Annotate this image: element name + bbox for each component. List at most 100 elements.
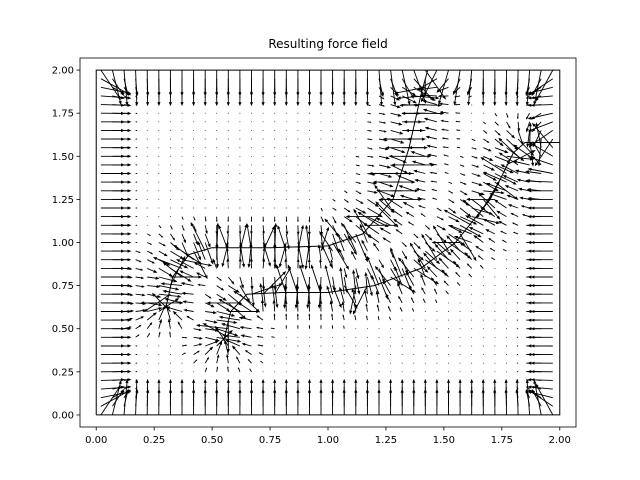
field-arrowhead — [527, 370, 532, 374]
field-arrowhead — [435, 96, 440, 100]
field-arrowhead — [136, 121, 138, 123]
field-arrow — [413, 161, 426, 166]
field-arrow — [459, 224, 481, 237]
field-arrowhead — [351, 250, 354, 255]
field-arrowhead — [377, 315, 380, 318]
y-tick-label: 1.00 — [52, 238, 74, 249]
field-arrowhead — [121, 128, 125, 133]
field-arrow — [325, 266, 334, 295]
field-arrow — [367, 199, 378, 207]
field-arrowhead — [476, 165, 480, 168]
field-arrow — [352, 289, 357, 304]
field-dot — [378, 336, 380, 338]
field-arrowhead — [240, 334, 245, 338]
field-arrow — [529, 168, 553, 174]
field-arrowhead — [388, 154, 393, 158]
field-arrowhead — [135, 388, 139, 393]
field-dot — [169, 207, 171, 209]
field-dot — [297, 121, 299, 123]
field-arrowhead — [527, 275, 532, 279]
field-arrowhead — [435, 280, 440, 285]
field-arrowhead — [427, 227, 431, 230]
field-arrow — [193, 242, 201, 259]
field-arrowhead — [516, 302, 518, 304]
field-arrowhead — [451, 191, 454, 194]
field-arrowhead — [285, 220, 288, 223]
field-arrow — [401, 70, 410, 104]
field-arrowhead — [435, 390, 438, 394]
field-arrowhead — [436, 89, 441, 93]
field-dot — [366, 371, 368, 373]
field-arrowhead — [526, 116, 529, 120]
field-arrowhead — [284, 287, 288, 292]
field-arrowhead — [404, 244, 407, 248]
field-arrowhead — [319, 379, 323, 383]
field-arrow — [401, 86, 415, 96]
field-arrowhead — [475, 156, 478, 159]
field-arrowhead — [121, 189, 125, 193]
field-arrowhead — [261, 388, 265, 393]
field-arrowhead — [138, 324, 142, 328]
y-tick-label: 0.50 — [52, 324, 74, 335]
field-arrowhead — [135, 379, 139, 383]
field-arrowhead — [440, 119, 444, 123]
field-arrowhead — [527, 361, 532, 365]
field-dot — [262, 207, 264, 209]
field-arrowhead — [125, 92, 129, 97]
field-arrow — [226, 339, 241, 347]
field-arrowhead — [158, 331, 161, 334]
field-dot — [448, 362, 449, 364]
field-dot — [424, 336, 426, 338]
field-dot — [482, 112, 484, 114]
field-arrow — [319, 232, 333, 252]
field-arrowhead — [359, 182, 362, 184]
field-arrowhead — [256, 335, 259, 338]
field-arrowhead — [459, 386, 461, 388]
field-arrowhead — [521, 214, 525, 217]
field-arrowhead — [444, 172, 446, 174]
field-arrowhead — [464, 192, 468, 196]
field-arrowhead — [399, 103, 403, 107]
field-arrowhead — [399, 194, 404, 198]
field-dot — [285, 207, 287, 209]
field-dot — [181, 371, 183, 373]
field-arrowhead — [346, 191, 348, 194]
field-dot — [332, 173, 334, 174]
field-arrowhead — [423, 252, 427, 257]
field-dot — [424, 311, 426, 312]
field-arrowhead — [370, 138, 373, 141]
field-arrowhead — [198, 261, 203, 265]
field-arrow — [378, 199, 394, 213]
field-arrow — [174, 245, 194, 261]
field-arrowhead — [331, 388, 335, 393]
field-arrowhead — [369, 113, 372, 115]
field-arrowhead — [525, 354, 528, 356]
field-arrow — [164, 290, 183, 295]
field-dot — [158, 207, 160, 209]
field-arrowhead — [525, 170, 530, 174]
field-arrowhead — [284, 379, 288, 383]
field-arrow — [167, 306, 183, 312]
field-arrowhead — [262, 386, 264, 388]
field-dot — [448, 311, 449, 312]
field-arrow — [262, 272, 286, 295]
field-arrowhead — [441, 218, 444, 221]
field-dot — [274, 181, 276, 183]
field-arrowhead — [420, 98, 424, 103]
field-arrowhead — [366, 315, 368, 318]
field-arrow — [112, 78, 124, 95]
field-dot — [158, 181, 160, 183]
field-dot — [506, 328, 507, 330]
field-dot — [262, 155, 264, 157]
field-arrowhead — [129, 276, 133, 279]
field-arrow — [494, 155, 510, 163]
field-arrow — [527, 130, 531, 146]
field-arrowhead — [515, 388, 519, 393]
field-arrowhead — [393, 171, 398, 176]
field-arrowhead — [493, 390, 496, 394]
field-dot — [239, 164, 241, 166]
field-arrowhead — [136, 199, 138, 200]
field-arrowhead — [204, 275, 208, 280]
field-arrowhead — [384, 223, 389, 227]
field-arrow — [433, 226, 449, 252]
